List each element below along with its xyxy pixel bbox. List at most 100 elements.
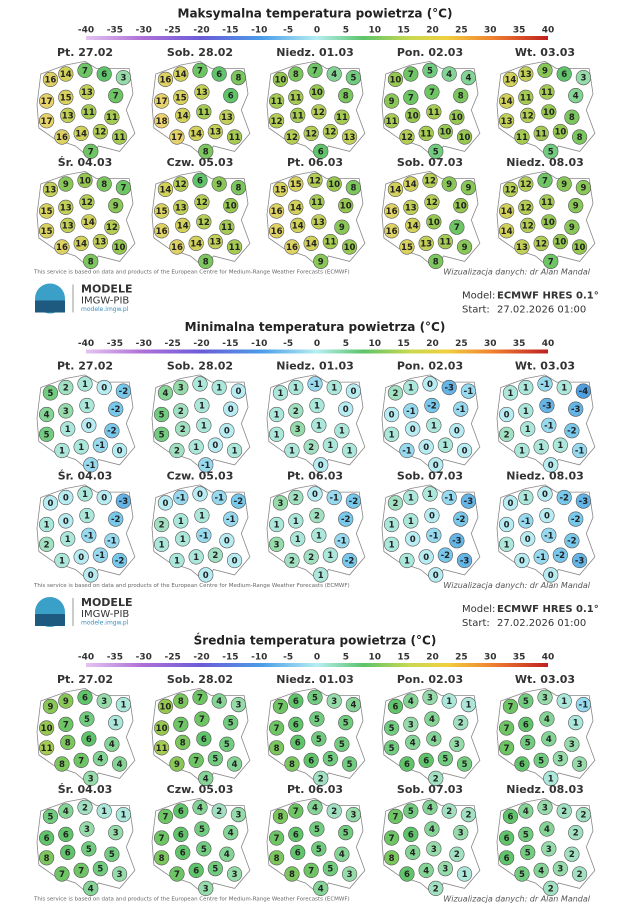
station-marker <box>92 234 108 250</box>
station-value: 5 <box>44 430 50 440</box>
station-value: 0 <box>63 494 69 504</box>
station-marker <box>307 62 323 79</box>
station-marker <box>345 180 362 196</box>
station-marker <box>269 93 285 109</box>
station-value: 8 <box>180 738 186 748</box>
station-value: -2 <box>345 557 355 567</box>
station-marker <box>424 507 440 524</box>
station-value: 14 <box>292 221 304 231</box>
station-value: 9 <box>462 243 468 253</box>
station-marker <box>81 214 97 230</box>
station-value: 13 <box>516 243 528 253</box>
station-value: 6 <box>318 147 324 157</box>
station-marker <box>198 457 214 473</box>
station-value: 11 <box>541 88 553 98</box>
station-marker <box>345 69 362 86</box>
station-marker <box>219 109 235 125</box>
station-value: 0 <box>101 494 107 504</box>
start-date: 27.02.2026 01:00 <box>497 618 586 629</box>
station-marker <box>38 93 55 109</box>
station-marker <box>290 217 306 233</box>
station-value: 11 <box>420 129 432 139</box>
station-value: 1 <box>274 430 280 440</box>
station-value: 9 <box>573 202 579 212</box>
station-value: 8 <box>59 760 65 770</box>
station-value: -3 <box>542 402 552 412</box>
station-value: 1 <box>199 512 205 522</box>
station-marker <box>341 129 358 145</box>
station-value: 3 <box>408 720 414 730</box>
station-value: 2 <box>178 407 184 417</box>
station-value: -2 <box>107 427 117 437</box>
map-label: Pon. 02.03 <box>397 673 463 686</box>
station-marker <box>571 442 588 459</box>
station-value: -2 <box>111 405 121 415</box>
station-value: 5 <box>212 865 218 875</box>
station-value: -1 <box>544 421 554 431</box>
station-value: -3 <box>579 497 589 507</box>
station-value: 14 <box>505 75 517 85</box>
station-value: 2 <box>293 494 299 504</box>
station-marker <box>541 214 557 230</box>
station-marker <box>175 421 191 437</box>
station-marker <box>322 437 338 453</box>
station-value: 1 <box>573 719 579 729</box>
station-value: 9 <box>389 97 395 107</box>
map: 00 1 0 -31 01 -221 -1-11 0 -1-20 <box>36 484 136 583</box>
station-value: 5 <box>316 845 322 855</box>
station-value: 0 <box>86 421 92 431</box>
color-scale <box>86 349 548 354</box>
station-marker <box>111 239 128 255</box>
station-value: 1 <box>178 517 184 527</box>
station-marker <box>58 176 74 192</box>
station-value: 6 <box>504 834 510 844</box>
station-value: 13 <box>221 113 233 123</box>
station-value: 15 <box>41 227 53 237</box>
station-value: 1 <box>331 384 337 394</box>
station-value: 1 <box>442 441 448 451</box>
station-marker <box>230 180 246 196</box>
station-marker <box>269 516 285 533</box>
station-value: 10 <box>543 108 555 118</box>
station-marker <box>269 113 285 129</box>
map-label: Pt. 06.03 <box>287 156 343 169</box>
station-value: 6 <box>523 720 529 730</box>
station-value: 6 <box>44 834 50 844</box>
station-marker <box>115 493 131 509</box>
station-value: 1 <box>84 512 90 522</box>
station-marker <box>290 531 306 547</box>
station-value: 9 <box>569 223 575 233</box>
station-value: 3 <box>431 845 437 855</box>
station-value: 13 <box>94 238 106 248</box>
station-value: 12 <box>196 198 208 208</box>
map-label: Niedz. 08.03 <box>506 783 584 796</box>
map-label: Pt. 27.02 <box>57 46 113 59</box>
station-value: 14 <box>190 129 202 139</box>
station-value: 0 <box>63 517 69 527</box>
station-marker <box>539 397 555 414</box>
station-value: -1 <box>456 405 466 415</box>
station-value: -1 <box>199 531 209 541</box>
station-value: 1 <box>101 807 107 817</box>
station-value: 1 <box>446 697 452 707</box>
station-marker <box>418 549 434 565</box>
station-value: 0 <box>88 571 94 581</box>
station-marker <box>115 69 131 86</box>
station-value: 5 <box>523 830 529 840</box>
station-marker <box>157 495 174 511</box>
station-value: 11 <box>156 744 168 754</box>
scale-tick-label: -5 <box>283 653 293 663</box>
station-value: 0 <box>548 571 554 581</box>
station-marker <box>60 217 76 233</box>
station-value: -1 <box>214 494 224 504</box>
station-marker <box>571 129 588 145</box>
station-marker <box>272 71 289 87</box>
station-value: 1 <box>525 425 531 435</box>
station-value: 1 <box>277 389 283 399</box>
scale-tick-label: 10 <box>368 653 381 663</box>
station-value: 12 <box>175 180 187 190</box>
station-marker <box>387 385 404 401</box>
